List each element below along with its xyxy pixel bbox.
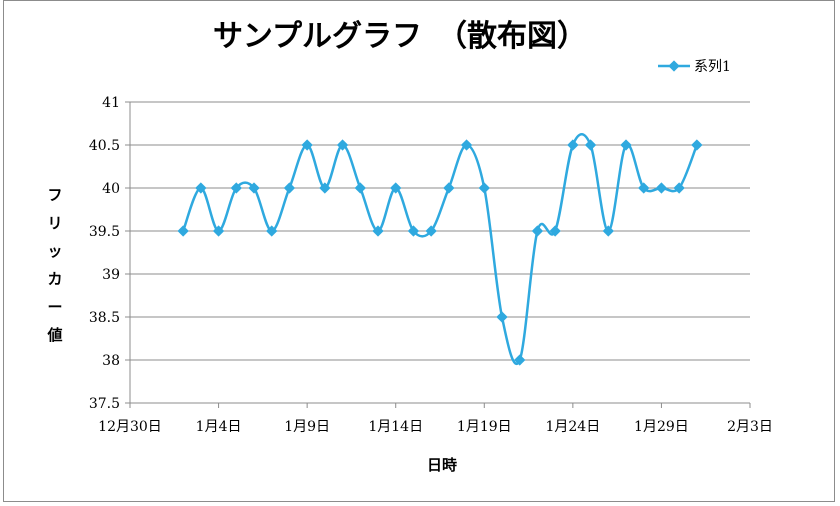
x-tick-label-4: 1月19日 [457,419,512,435]
data-point-8 [319,182,331,194]
x-tick-label-2: 1月9日 [284,419,330,435]
y-tick-label-4: 39.5 [89,224,120,240]
legend-marker [668,60,680,72]
y-axis-label-char-2: ッ [47,242,62,260]
data-point-9 [336,139,349,151]
x-tick-label-3: 1月14日 [368,419,423,435]
data-point-26 [638,182,650,194]
data-point-24 [602,225,614,237]
series-1 [177,133,703,366]
data-point-7 [301,139,313,151]
data-point-2 [212,225,225,237]
grid-lines [125,101,750,404]
y-tick-label-3: 39 [102,267,120,283]
axes [129,102,751,408]
data-point-22 [567,139,579,151]
x-tick-label-6: 1月29日 [634,419,689,435]
data-point-29 [691,139,703,151]
data-point-0 [177,225,189,237]
data-point-4 [248,182,260,194]
data-point-6 [283,182,296,194]
x-axis-label: 日時 [427,456,457,474]
y-tick-label-1: 38 [102,353,120,369]
chart-title: サンプルグラフ （散布図） [213,19,587,54]
x-tick-label-0: 12月30日 [98,419,162,435]
data-point-12 [390,182,402,194]
chart-frame [3,0,835,502]
data-point-25 [620,139,632,151]
y-tick-labels: 37.5 38 38.5 39 39.5 40 40.5 41 [89,95,120,412]
data-point-15 [443,182,455,194]
data-point-21 [549,225,561,237]
data-point-3 [230,182,242,194]
data-point-20 [531,225,544,237]
data-point-13 [407,225,420,237]
data-point-17 [478,182,490,194]
y-tick-label-0: 37.5 [89,396,120,412]
data-point-14 [425,225,437,237]
data-point-19 [514,354,526,366]
y-axis-label-char-5: 値 [46,326,62,344]
data-point-16 [460,139,473,151]
y-axis-label-char-4: ー [47,298,62,316]
y-axis-label-char-3: カ [47,270,62,288]
x-tick-label-7: 2月3日 [727,419,773,435]
y-tick-label-7: 41 [102,95,120,111]
data-point-28 [673,182,685,194]
y-tick-label-6: 40.5 [89,138,120,154]
data-point-10 [354,182,366,194]
y-tick-label-2: 38.5 [89,310,120,326]
series-line-0 [181,133,699,365]
y-axis-label-char-0: フ [47,186,62,204]
data-point-1 [195,182,207,194]
y-tick-label-5: 40 [102,181,120,197]
data-point-27 [655,182,668,194]
data-point-5 [266,225,278,237]
legend: 系列1 [658,59,731,75]
y-axis-label-char-1: リ [47,214,62,232]
x-tick-labels: 12月30日 1月4日 1月9日 1月14日 1月19日 1月24日 1月29日 2月3日 [98,419,773,435]
x-tick-label-5: 1月24日 [545,419,600,435]
data-point-11 [372,225,384,237]
x-tick-label-1: 1月4日 [196,419,242,435]
data-point-18 [496,311,508,323]
data-point-23 [584,139,597,151]
legend-label: 系列1 [694,59,731,75]
